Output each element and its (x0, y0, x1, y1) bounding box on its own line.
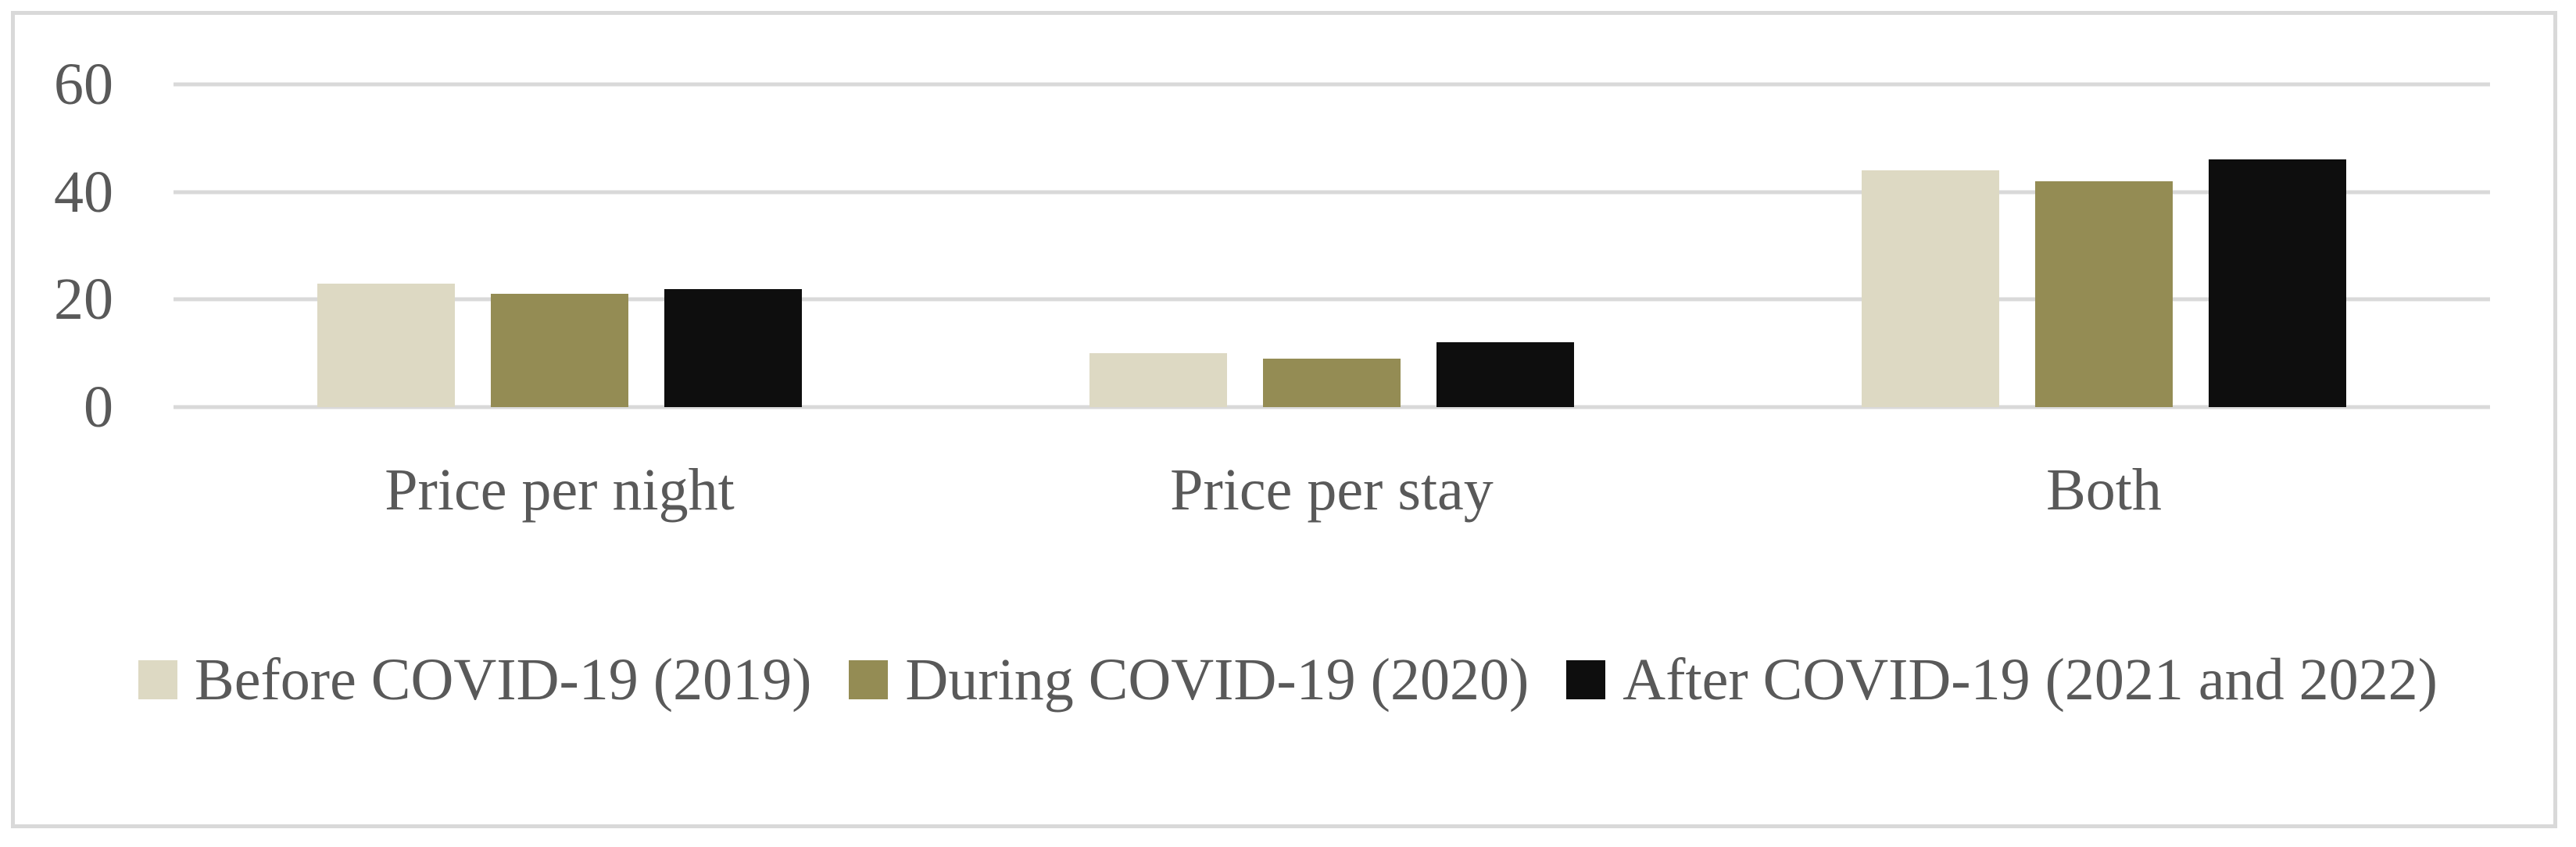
legend-swatch-during-covid-19-2020 (849, 660, 889, 699)
bar-before-covid-19-2019-both (1861, 170, 1999, 407)
bar-after-covid-19-2021-and-2022-both (2208, 159, 2346, 407)
category-label-price-per-stay: Price per stay (1170, 456, 1494, 523)
legend-swatch-after-covid-19-2021-and-2022 (1566, 660, 1606, 699)
bar-after-covid-19-2021-and-2022-price-per-night (664, 288, 802, 407)
gridline-60 (174, 82, 2490, 87)
y-tick-label-60: 60 (54, 52, 113, 117)
legend-label-during-covid-19-2020: During COVID-19 (2020) (905, 647, 1530, 713)
legend-item-before-covid-19-2019: Before COVID-19 (2019) (138, 650, 811, 709)
chart-outer-border (11, 11, 2557, 828)
bar-group-both (1718, 84, 2490, 407)
bar-group-price-per-night (174, 84, 946, 407)
bar-group-price-per-stay (946, 84, 1718, 407)
gridlines-layer (174, 82, 2490, 409)
y-tick-label-20: 20 (54, 266, 113, 333)
bar-before-covid-19-2019-price-per-stay (1089, 353, 1227, 407)
category-label-both: Both (2046, 456, 2162, 523)
legend-label-before-covid-19-2019: Before COVID-19 (2019) (195, 647, 812, 713)
bars-layer (174, 84, 2490, 407)
legend-item-after-covid-19-2021-and-2022: After COVID-19 (2021 and 2022) (1566, 650, 2438, 709)
bar-after-covid-19-2021-and-2022-price-per-stay (1436, 342, 1574, 407)
legend-item-during-covid-19-2020: During COVID-19 (2020) (849, 650, 1529, 709)
bar-during-covid-19-2020-both (2034, 180, 2173, 407)
gridline-0 (174, 405, 2490, 409)
gridline-20 (174, 297, 2490, 302)
legend-label-after-covid-19-2021-and-2022: After COVID-19 (2021 and 2022) (1623, 647, 2438, 713)
y-tick-label-40: 40 (54, 159, 113, 225)
category-label-price-per-night: Price per night (385, 456, 735, 523)
bar-during-covid-19-2020-price-per-night (490, 294, 628, 407)
bar-during-covid-19-2020-price-per-stay (1262, 359, 1401, 407)
legend-swatch-before-covid-19-2019 (138, 660, 178, 699)
y-axis-tick-labels: 0 20 40 60 (0, 55, 113, 437)
legend: Before COVID-19 (2019) During COVID-19 (2… (0, 650, 2576, 709)
bar-before-covid-19-2019-price-per-night (317, 283, 455, 407)
gridline-40 (174, 190, 2490, 195)
plot-area (174, 82, 2490, 409)
y-tick-label-0: 0 (84, 374, 113, 440)
category-axis-labels: Price per night Price per stay Both (174, 447, 2490, 533)
